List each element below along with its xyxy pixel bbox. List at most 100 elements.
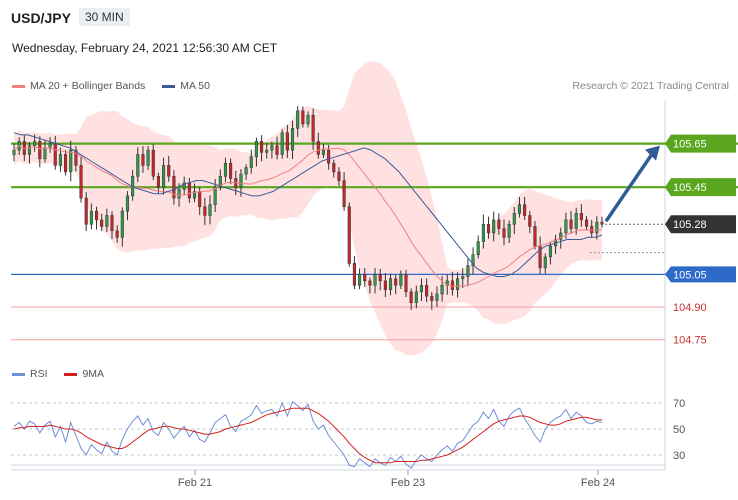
candle [378,268,382,291]
candle-body [394,278,398,286]
candle-body [492,219,496,234]
candle-body [342,180,346,208]
moving-averages [13,132,603,287]
candle-body [456,278,460,290]
candle-body [316,141,320,155]
candle [311,108,315,151]
candle [502,219,506,246]
level-tag [665,178,736,197]
target-arrow [604,145,660,223]
candle-body [502,228,506,238]
candle [430,292,434,310]
candle-body [162,165,166,188]
candle-body [352,263,356,286]
candle [43,140,47,163]
candle-body [187,182,191,199]
candle [543,253,547,274]
legend-ma20-label: MA 20 + Bollinger Bands [30,80,146,92]
candle [497,213,501,235]
candle [352,256,356,290]
candle-body [285,132,289,151]
candle [466,258,470,287]
rsi-tick-label: 50 [673,424,685,436]
ma20-line [13,145,603,287]
candle-body [27,145,32,155]
candle [471,247,475,275]
candle-body [327,149,331,164]
candle-body [306,115,310,125]
candle [167,155,171,182]
candle-body [368,280,372,286]
candle-body [192,191,197,199]
candle [38,136,42,168]
rsi-tick-label: 70 [673,398,685,410]
timeframe-badge[interactable]: 30 MIN [79,8,130,26]
candle-body [167,165,171,177]
candle [94,206,99,230]
candle [100,213,104,232]
candle-body [311,115,315,142]
candle-body [120,210,124,238]
candle-body [43,147,47,160]
candle-body [105,215,109,227]
candle-body [409,291,413,303]
legend-ma50: MA 50 [162,80,210,92]
candle-body [84,197,88,225]
rsi-legend: RSI 9MA [12,368,118,380]
candle-body [218,176,222,188]
candle [486,216,491,239]
candle-body [332,162,336,173]
candle [58,147,62,172]
candle-body [471,254,475,266]
candle [89,203,93,230]
candle-body [229,162,233,179]
candle [84,192,88,232]
candle [69,140,73,182]
candle [373,268,377,294]
candle-body [481,223,485,242]
candle-body [414,291,418,303]
candle [280,129,284,159]
candle [275,136,279,160]
candle-body [208,204,212,216]
candle-body [151,149,155,177]
candle-body [270,145,274,151]
candle [306,111,310,128]
level-label: 104.90 [673,302,707,314]
arrow-shaft [604,151,655,223]
candle [368,277,372,294]
candlesticks [12,106,604,310]
candle-body [136,154,140,177]
candle [156,172,160,194]
candle [120,207,124,247]
candle [125,191,130,221]
candle-body [115,230,119,238]
bollinger-band-fill [14,61,602,356]
candle-body [33,141,37,147]
candle-body [58,154,62,166]
candle-body [254,141,258,157]
candle [172,170,176,205]
candle-body [574,213,578,229]
copyright-text: Research © 2021 Trading Central [572,80,729,92]
candle [425,278,429,303]
candle [136,147,140,183]
candle-body [321,149,326,155]
candle-body [466,265,470,277]
candle-body [74,149,78,166]
candle-body [203,206,207,216]
candle-body [404,274,408,293]
candle-body [373,274,377,286]
candle [285,124,289,158]
candle [27,141,32,164]
candle-body [182,182,186,190]
candle [316,132,320,159]
candle [223,157,228,182]
candle-body [38,141,42,160]
bollinger-bands [14,61,602,356]
candle-body [48,143,52,149]
candle-body [486,223,491,234]
candle-body [213,186,217,205]
candle-body [94,210,99,221]
